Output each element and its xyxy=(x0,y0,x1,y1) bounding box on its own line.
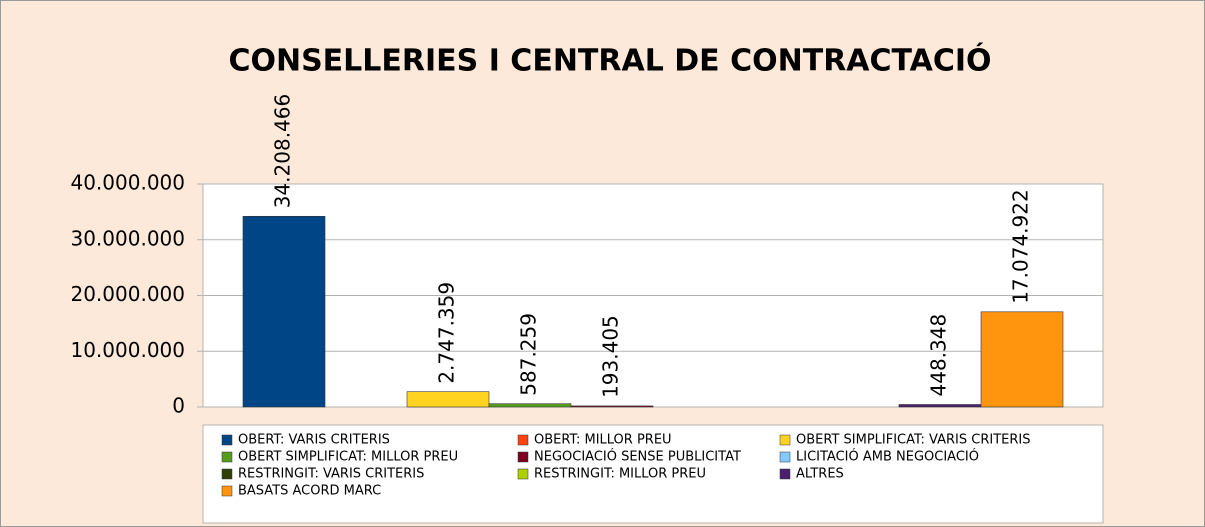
value-label: 448.348 xyxy=(927,314,951,397)
legend-swatch xyxy=(779,434,791,446)
legend-label: OBERT SIMPLIFICAT: MILLOR PREU xyxy=(238,450,458,465)
value-label: 2.747.359 xyxy=(435,282,459,384)
legend-label: BASATS ACORD MARC xyxy=(238,484,381,499)
legend-label: OBERT SIMPLIFICAT: VARIS CRITERIS xyxy=(796,433,1030,448)
y-tick-label: 40.000.000 xyxy=(70,171,185,195)
legend-box xyxy=(202,424,1104,524)
legend-label: OBERT: VARIS CRITERIS xyxy=(238,433,390,448)
y-tick-label: 30.000.000 xyxy=(70,226,185,250)
value-label: 34.208.466 xyxy=(271,94,295,209)
legend-label: ALTRES xyxy=(796,467,844,482)
value-label: 193.405 xyxy=(599,315,623,398)
bar xyxy=(406,391,490,408)
y-tick-label: 0 xyxy=(172,394,185,418)
legend-swatch xyxy=(221,485,233,497)
legend-swatch xyxy=(779,468,791,480)
bar xyxy=(570,405,654,408)
legend-label: RESTRINGIT: VARIS CRITERIS xyxy=(238,467,424,482)
bar xyxy=(242,215,326,408)
bar xyxy=(898,404,982,408)
legend-swatch xyxy=(221,434,233,446)
legend-label: RESTRINGIT: MILLOR PREU xyxy=(534,467,706,482)
legend-swatch xyxy=(779,451,791,463)
value-label: 587.259 xyxy=(517,313,541,396)
bar xyxy=(980,311,1064,408)
legend-swatch xyxy=(221,451,233,463)
legend-swatch xyxy=(221,468,233,480)
legend-swatch xyxy=(517,451,529,463)
legend-label: NEGOCIACIÓ SENSE PUBLICITAT xyxy=(534,449,741,465)
value-label: 17.074.922 xyxy=(1009,189,1033,304)
legend-swatch xyxy=(517,434,529,446)
legend-label: OBERT: MILLOR PREU xyxy=(534,433,672,448)
legend-swatch xyxy=(517,468,529,480)
y-tick-label: 20.000.000 xyxy=(70,282,185,306)
chart-title: CONSELLERIES I CENTRAL DE CONTRACTACIÓ xyxy=(228,42,991,79)
legend-label: LICITACIÓ AMB NEGOCIACIÓ xyxy=(796,449,979,465)
bar xyxy=(488,403,572,408)
y-tick-label: 10.000.000 xyxy=(70,338,185,362)
